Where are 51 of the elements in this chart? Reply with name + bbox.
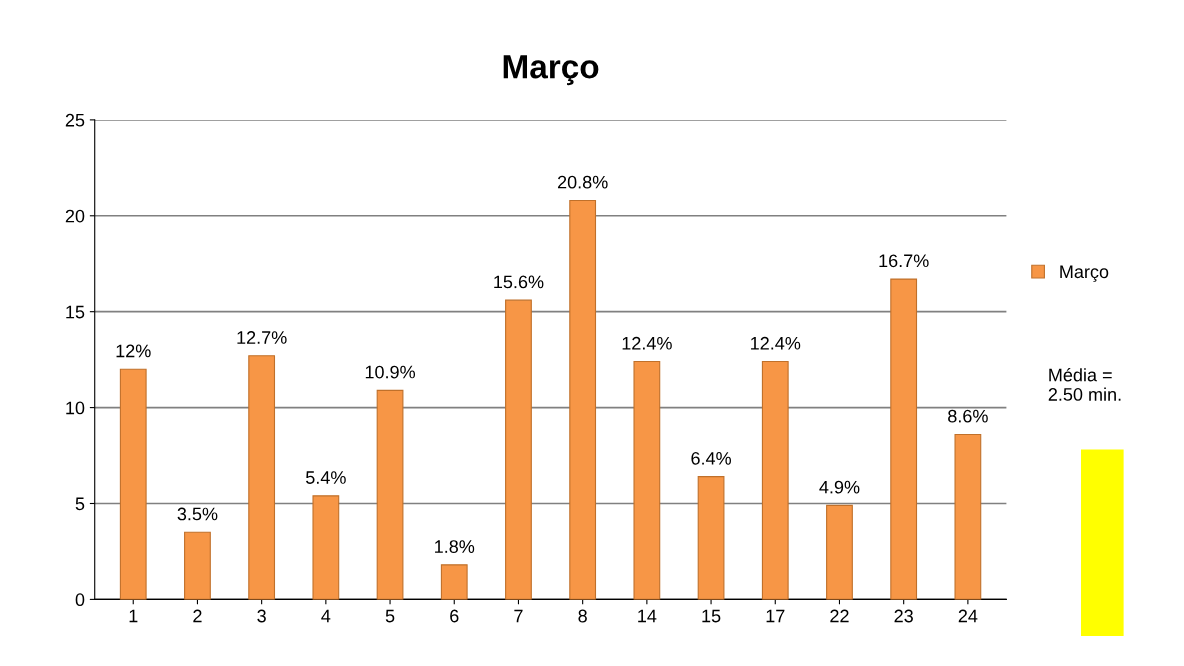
- data-label: 16.7%: [879, 254, 929, 268]
- legend-label: Março: [1060, 265, 1109, 282]
- x-tick-label: 8: [578, 609, 587, 623]
- data-label: 12.7%: [237, 331, 287, 344]
- y-tick-label: 20: [65, 209, 85, 223]
- data-label: 12.4%: [622, 336, 672, 350]
- bar: [697, 476, 725, 600]
- data-label: 20.8%: [557, 175, 608, 189]
- data-label: 12.4%: [751, 336, 801, 350]
- y-tick-label: 0: [75, 593, 85, 607]
- x-tick-label: 14: [638, 609, 657, 623]
- data-label: 12%: [116, 344, 151, 358]
- y-tick-label: 10: [66, 401, 85, 415]
- x-tick-label: 5: [385, 609, 395, 623]
- data-label: 5.4%: [306, 471, 346, 484]
- bar: [184, 531, 211, 600]
- y-tick-label: 15: [66, 305, 85, 319]
- data-label: 10.9%: [365, 365, 416, 379]
- x-tick-label: 23: [894, 609, 913, 623]
- bar: [440, 564, 468, 600]
- bar: [376, 389, 404, 600]
- chart-title: Março: [503, 55, 599, 86]
- x-tick-label: 15: [702, 609, 721, 623]
- bar: [761, 361, 789, 600]
- bar: [954, 433, 982, 600]
- x-tick-label: 6: [450, 609, 459, 623]
- x-tick-label: 7: [514, 609, 523, 623]
- bar: [633, 361, 661, 600]
- x-tick-label: 24: [958, 609, 978, 623]
- data-label: 15.6%: [494, 275, 544, 289]
- y-tick-label: 5: [75, 497, 85, 511]
- data-label: 6.4%: [691, 451, 731, 465]
- x-tick-label: 2: [193, 609, 202, 623]
- x-tick-label: 3: [257, 609, 266, 623]
- data-label: 1.8%: [435, 540, 475, 553]
- data-label: 4.9%: [819, 480, 860, 494]
- data-label: 8.6%: [948, 409, 988, 423]
- bar: [569, 199, 597, 600]
- text: Média = 2.50 min.: [1048, 367, 1121, 401]
- bar: [312, 495, 340, 600]
- bar: [826, 504, 853, 600]
- bar: [119, 368, 147, 600]
- x-tick-label: 22: [830, 609, 849, 623]
- data-label: 3.5%: [177, 507, 218, 521]
- bar: [890, 278, 918, 600]
- y-tick-label: 25: [65, 113, 85, 127]
- bar: [248, 355, 276, 600]
- x-tick-label: 17: [766, 609, 785, 623]
- bar: [505, 299, 532, 600]
- x-tick-label: 1: [129, 609, 138, 623]
- x-tick-label: 4: [321, 609, 331, 623]
